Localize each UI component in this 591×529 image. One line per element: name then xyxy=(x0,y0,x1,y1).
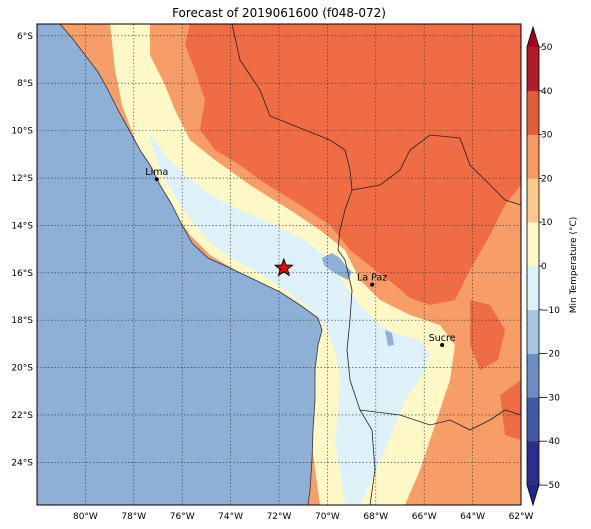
lake-poopo xyxy=(385,330,394,346)
map-frame xyxy=(36,23,522,506)
lat-tick-label: 16°S xyxy=(11,269,33,279)
cold-band xyxy=(148,130,430,505)
colorbar-extend-low xyxy=(527,485,539,505)
lon-tick-label: 66°W xyxy=(412,512,437,522)
lat-tick-label: 12°S xyxy=(11,174,33,184)
latitude-tick-labels: 6°S 8°S 10°S 12°S 14°S 16°S 18°S 20°S 22°S 24°S xyxy=(11,32,33,469)
colorbar-segment xyxy=(527,266,539,311)
colorbar-tick-label: 20 xyxy=(541,174,553,184)
lake-titicaca xyxy=(322,253,352,280)
hot-region xyxy=(185,24,521,305)
lat-tick-label: 8°S xyxy=(17,79,33,89)
red-star-marker xyxy=(273,257,294,277)
colorbar-segment xyxy=(527,397,539,442)
colorbar-segment xyxy=(527,222,539,267)
colorbar-tick-label: 10 xyxy=(541,218,553,228)
colorbar-tick-label: −20 xyxy=(541,350,560,360)
longitude-tick-labels: 80°W 78°W 76°W 74°W 72°W 70°W 68°W 66°W 64°W 62°W xyxy=(73,512,534,522)
colorbar-tick-label: −30 xyxy=(541,393,560,403)
colorbar-segment xyxy=(527,309,539,354)
lon-tick-label: 74°W xyxy=(218,512,243,522)
lat-tick-label: 20°S xyxy=(11,364,33,374)
lon-tick-label: 80°W xyxy=(73,512,98,522)
colorbar-extend-high xyxy=(527,27,539,47)
lat-tick-label: 10°S xyxy=(11,127,33,137)
colorbar-segment xyxy=(527,353,539,398)
city-label: Sucre xyxy=(429,333,456,344)
colorbar-tick-label: −40 xyxy=(541,437,560,447)
lon-tick-label: 78°W xyxy=(121,512,146,522)
lat-tick-label: 6°S xyxy=(17,32,33,42)
country-borders xyxy=(231,23,522,506)
lon-tick-label: 76°W xyxy=(170,512,195,522)
lon-tick-label: 62°W xyxy=(509,512,534,522)
colorbar-tick-label: −10 xyxy=(541,306,560,316)
colorbar-tick-label: 0 xyxy=(541,262,547,272)
colorbar-segment xyxy=(527,90,539,135)
colorbar-label: Min Temperature (°C) xyxy=(569,217,579,314)
colorbar-tick-label: 30 xyxy=(541,131,553,141)
city-dot xyxy=(440,343,445,348)
colorbar-tick-label: −50 xyxy=(541,481,560,491)
lon-tick-label: 68°W xyxy=(363,512,388,522)
city-label: Lima xyxy=(145,167,168,178)
colorbar-segment xyxy=(527,47,539,92)
ocean xyxy=(37,24,323,505)
colorbar-tick-label: 40 xyxy=(541,87,553,97)
temperature-field xyxy=(37,24,521,505)
lat-tick-label: 22°S xyxy=(11,411,33,421)
colorbar-segment xyxy=(527,441,539,486)
lat-tick-label: 14°S xyxy=(11,221,33,231)
city-dot xyxy=(154,177,159,182)
lon-tick-label: 64°W xyxy=(460,512,485,522)
lat-tick-label: 18°S xyxy=(11,316,33,326)
city-markers: Lima La Paz Sucre xyxy=(145,167,456,348)
colorbar-tick-label: 50 xyxy=(541,43,553,53)
map-title: Forecast of 2019061600 (f048-072) xyxy=(172,6,386,20)
colorbar-segment xyxy=(527,134,539,179)
city-dot xyxy=(370,282,375,287)
city-label: La Paz xyxy=(357,273,387,284)
colorbar: −50 −40 −30 −20 −10 0 10 20 30 40 50 xyxy=(526,25,560,507)
hot-region-south xyxy=(470,300,505,370)
colorbar-segment xyxy=(527,178,539,223)
hot-region-southeast xyxy=(500,380,521,440)
lon-tick-label: 72°W xyxy=(267,512,292,522)
lat-tick-label: 24°S xyxy=(11,458,33,468)
lon-tick-label: 70°W xyxy=(315,512,340,522)
